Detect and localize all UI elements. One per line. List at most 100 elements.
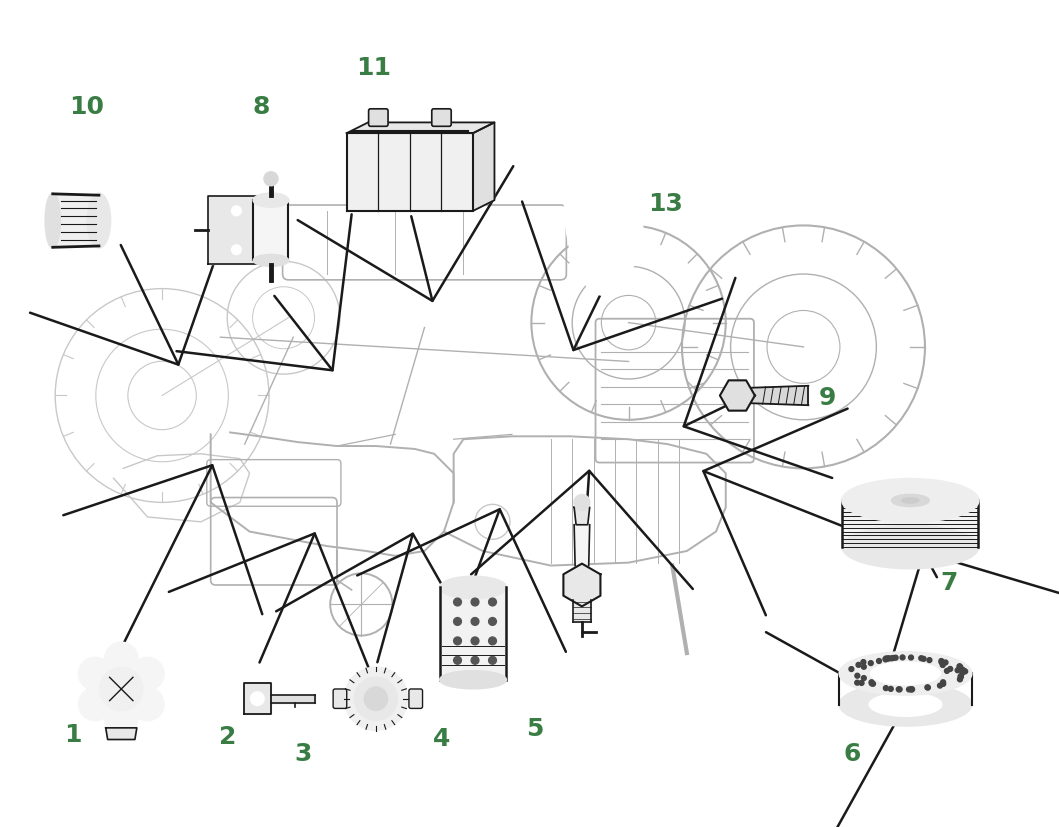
Circle shape (940, 662, 945, 667)
Circle shape (909, 655, 914, 660)
Circle shape (958, 665, 963, 670)
Circle shape (886, 656, 891, 661)
Text: 1: 1 (64, 722, 82, 746)
Circle shape (939, 660, 944, 665)
Circle shape (890, 656, 894, 661)
Circle shape (940, 681, 946, 686)
Circle shape (877, 659, 881, 663)
Text: 4: 4 (433, 725, 451, 749)
Ellipse shape (88, 194, 110, 248)
Polygon shape (244, 683, 271, 715)
Polygon shape (441, 588, 506, 680)
Circle shape (100, 667, 143, 710)
Ellipse shape (892, 495, 929, 507)
Circle shape (944, 660, 948, 665)
Polygon shape (842, 501, 979, 547)
Circle shape (78, 657, 111, 691)
Circle shape (926, 686, 931, 691)
Circle shape (939, 659, 944, 663)
Polygon shape (346, 123, 495, 134)
Circle shape (937, 683, 943, 688)
Text: 7: 7 (940, 571, 958, 595)
Circle shape (919, 656, 923, 661)
Circle shape (488, 599, 497, 606)
Circle shape (574, 495, 590, 510)
Ellipse shape (566, 108, 643, 295)
Circle shape (883, 657, 889, 662)
Circle shape (105, 643, 138, 675)
Circle shape (855, 673, 860, 678)
Ellipse shape (441, 672, 506, 689)
Polygon shape (574, 525, 590, 566)
Circle shape (861, 665, 866, 669)
Circle shape (855, 681, 860, 686)
Circle shape (958, 675, 964, 680)
Circle shape (870, 681, 876, 686)
Circle shape (488, 618, 497, 625)
Circle shape (896, 687, 901, 692)
Ellipse shape (573, 117, 635, 287)
Ellipse shape (902, 498, 919, 504)
Circle shape (955, 668, 961, 673)
Circle shape (453, 657, 462, 664)
Circle shape (910, 687, 914, 692)
Polygon shape (563, 564, 600, 607)
Circle shape (453, 618, 462, 625)
Ellipse shape (840, 653, 971, 695)
Circle shape (891, 656, 896, 661)
Circle shape (471, 618, 479, 625)
FancyBboxPatch shape (369, 110, 388, 127)
Circle shape (940, 680, 946, 685)
Circle shape (131, 688, 164, 720)
Polygon shape (574, 508, 590, 525)
Ellipse shape (870, 662, 940, 685)
Ellipse shape (842, 480, 979, 522)
Circle shape (488, 638, 497, 645)
Polygon shape (271, 695, 315, 703)
Circle shape (355, 677, 397, 720)
Polygon shape (106, 728, 137, 739)
Circle shape (868, 661, 874, 666)
Circle shape (959, 671, 965, 676)
Circle shape (963, 669, 968, 674)
Polygon shape (752, 386, 808, 406)
Circle shape (958, 674, 963, 679)
Circle shape (927, 658, 932, 662)
Circle shape (883, 657, 889, 662)
Ellipse shape (869, 693, 941, 716)
Circle shape (869, 680, 874, 685)
Circle shape (957, 666, 962, 671)
Circle shape (264, 173, 277, 186)
Circle shape (921, 657, 926, 662)
FancyBboxPatch shape (432, 110, 451, 127)
Circle shape (957, 664, 962, 669)
Circle shape (861, 660, 866, 665)
Polygon shape (253, 201, 288, 261)
Ellipse shape (441, 577, 506, 599)
Circle shape (889, 686, 893, 691)
Text: 2: 2 (219, 724, 237, 748)
Circle shape (884, 657, 889, 662)
Text: 8: 8 (252, 95, 270, 119)
Circle shape (945, 669, 949, 673)
FancyBboxPatch shape (409, 689, 423, 709)
Polygon shape (208, 197, 262, 265)
Circle shape (78, 688, 111, 720)
Ellipse shape (253, 194, 288, 208)
Circle shape (907, 687, 912, 692)
Text: 10: 10 (69, 95, 104, 119)
Circle shape (345, 667, 407, 730)
Polygon shape (473, 123, 495, 212)
Circle shape (849, 667, 854, 672)
Circle shape (251, 692, 264, 705)
Circle shape (909, 687, 914, 692)
Circle shape (957, 677, 963, 682)
Circle shape (471, 599, 479, 606)
Circle shape (856, 662, 861, 667)
Circle shape (232, 207, 241, 217)
Circle shape (232, 246, 241, 256)
Text: 13: 13 (648, 192, 683, 216)
Ellipse shape (253, 256, 288, 267)
Ellipse shape (842, 526, 979, 569)
Circle shape (488, 657, 497, 664)
